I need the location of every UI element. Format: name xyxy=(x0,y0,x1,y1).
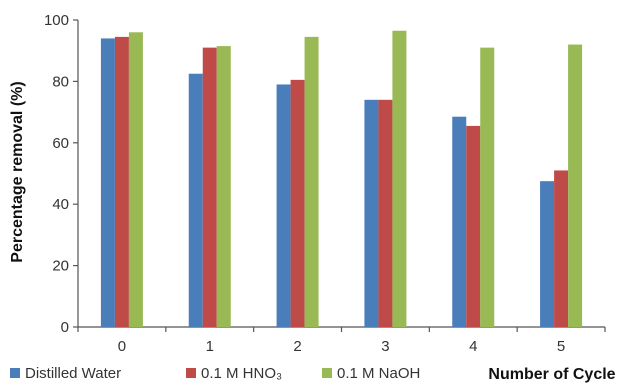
y-tick-label: 100 xyxy=(44,12,69,29)
legend-swatch xyxy=(10,368,20,378)
bar-distilled-water-2 xyxy=(276,84,291,327)
y-tick-label: 20 xyxy=(52,258,69,275)
x-tick-label: 3 xyxy=(381,338,389,355)
bar-0-1-m-hno3-1 xyxy=(202,47,217,327)
legend-label: 0.1 M NaOH xyxy=(337,365,420,382)
y-tick-label: 40 xyxy=(52,196,69,213)
x-tick-label: 5 xyxy=(557,338,565,355)
bar-0-1-m-naoh-3 xyxy=(392,30,407,328)
bar-distilled-water-3 xyxy=(364,99,379,327)
bar-0-1-m-naoh-0 xyxy=(128,32,143,327)
legend-label: Distilled Water xyxy=(25,365,121,382)
y-tick-label: 80 xyxy=(52,73,69,90)
bar-0-1-m-naoh-2 xyxy=(304,36,319,327)
y-axis-title: Percentage removal (%) xyxy=(9,81,26,262)
x-tick-label: 2 xyxy=(293,338,301,355)
bar-distilled-water-0 xyxy=(100,38,115,328)
bar-0-1-m-hno3-0 xyxy=(114,36,129,327)
bar-0-1-m-naoh-1 xyxy=(216,46,231,327)
y-axis: 0 20 40 60 80 100 xyxy=(44,12,79,336)
x-tick-label: 0 xyxy=(118,338,126,355)
x-axis: 0 1 2 3 4 5 xyxy=(77,326,606,355)
bars xyxy=(100,30,583,328)
bar-distilled-water-4 xyxy=(452,116,467,327)
bar-0-1-m-hno3-2 xyxy=(290,79,305,328)
legend-label: 0.1 M HNO₃ xyxy=(201,365,282,382)
y-tick-label: 0 xyxy=(61,319,69,336)
bar-0-1-m-hno3-4 xyxy=(466,125,481,327)
y-tick-label: 60 xyxy=(52,135,69,152)
x-tick-label: 1 xyxy=(206,338,214,355)
bar-distilled-water-5 xyxy=(540,181,555,327)
bar-0-1-m-naoh-4 xyxy=(480,47,495,327)
bar-0-1-m-hno3-5 xyxy=(554,170,569,327)
legend-swatch xyxy=(186,368,196,378)
legend-swatch xyxy=(322,368,332,378)
x-tick-label: 4 xyxy=(469,338,477,355)
x-axis-title: Number of Cycle xyxy=(488,366,615,383)
bar-0-1-m-hno3-3 xyxy=(378,99,393,327)
bar-distilled-water-1 xyxy=(188,73,203,327)
bar-0-1-m-naoh-5 xyxy=(568,44,583,328)
legend: Distilled Water 0.1 M HNO₃ 0.1 M NaOH xyxy=(10,365,420,382)
